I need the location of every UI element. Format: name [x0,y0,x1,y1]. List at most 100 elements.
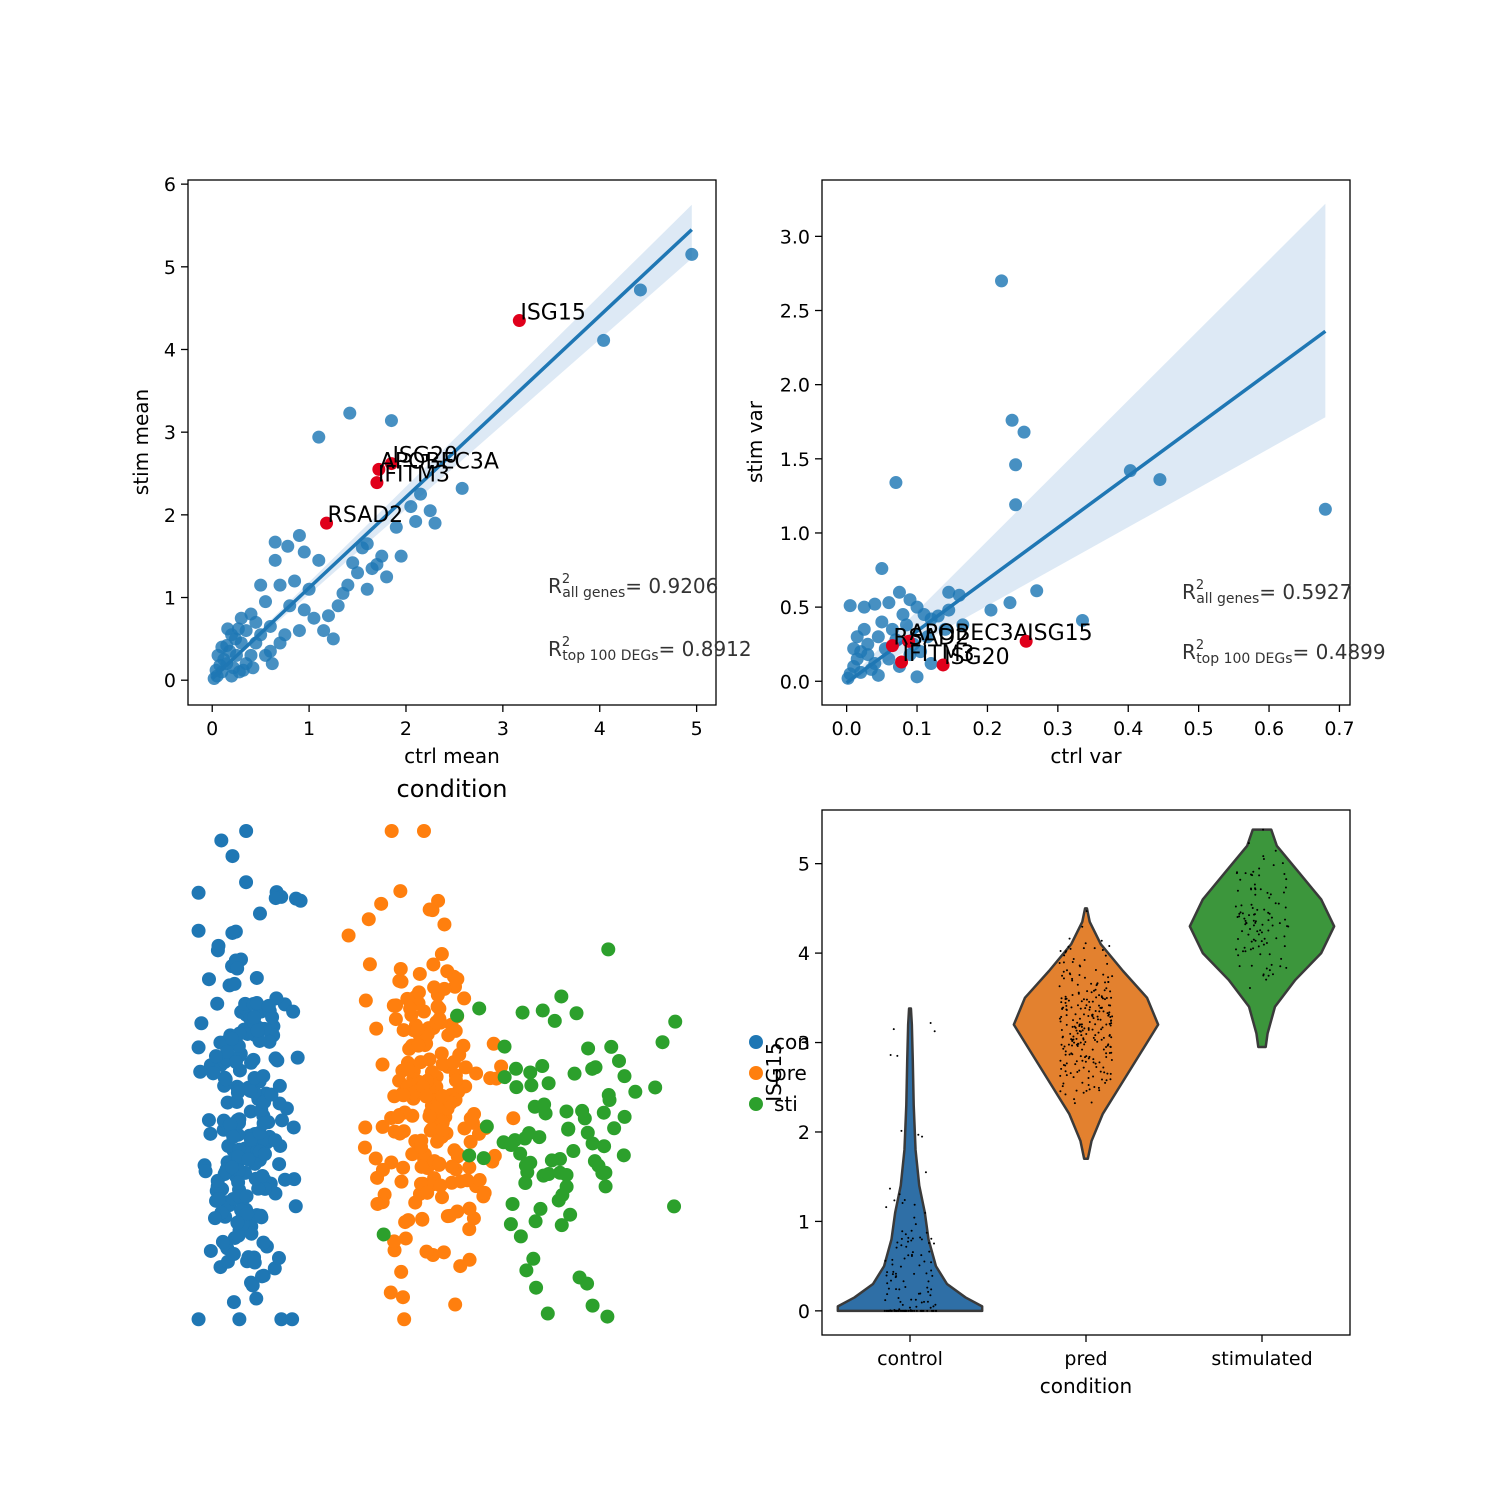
violin-point-control [934,1303,937,1306]
violin-point-pred [1098,1089,1101,1092]
violin-point-pred [1064,1050,1067,1053]
violin-xtick-label: control [877,1348,943,1370]
var-point [1030,584,1044,598]
embedding-point-control [230,1215,245,1230]
violin-point-pred [1097,1031,1100,1034]
violin-point-stimulated [1239,878,1242,881]
embedding-point-stimulated [597,1139,612,1154]
violin-point-pred [1091,1028,1094,1031]
violin-point-pred [1092,1036,1095,1039]
violin-point-stimulated [1256,930,1259,933]
embedding-point-control [208,1049,223,1064]
mean-point [394,549,408,563]
embedding-point-stimulated [604,1039,619,1054]
violin-point-pred [1110,1022,1113,1025]
embedding-point-stimulated [472,1001,487,1016]
embedding-point-pred [441,1028,456,1043]
var-point [984,603,998,617]
violin-point-stimulated [1238,915,1241,918]
embedding-point-control [239,824,254,838]
violin-point-stimulated [1248,987,1251,990]
violin-point-stimulated [1257,945,1260,948]
embedding-point-pred [368,1151,383,1166]
violin-point-pred [1080,1034,1083,1037]
violin-point-stimulated [1259,888,1262,891]
embedding-point-pred [392,973,407,988]
embedding-point-control [226,1295,241,1310]
violin-point-control [900,1237,903,1240]
embedding-point-pred [394,1174,409,1189]
embedding-point-control [268,1051,283,1066]
violin-point-stimulated [1250,964,1253,967]
embedding-point-pred [394,1264,409,1279]
embedding-point-control [286,1120,301,1135]
violin-point-control [917,1133,920,1136]
embedding-point-control [252,906,267,921]
var-highlight-point [895,655,909,669]
violin-point-pred [1098,1010,1101,1013]
violin-point-pred [1102,1066,1105,1069]
embedding-point-stimulated [518,1158,533,1173]
violin-point-pred [1058,1017,1061,1020]
embedding-point-control [194,1016,209,1031]
violin-point-pred [1105,1052,1108,1055]
violin-point-control [919,1236,922,1239]
violin-point-pred [1082,1091,1085,1094]
violin-point-stimulated [1262,857,1265,860]
violin-point-stimulated [1244,872,1247,875]
violin-point-control [887,1287,890,1290]
violin-point-pred [1100,1006,1103,1009]
violin-point-stimulated [1258,867,1261,870]
embedding-point-control [256,1116,271,1131]
violin-point-pred [1065,950,1068,953]
embedding-point-pred [374,896,389,911]
violin-point-pred [1105,1079,1108,1082]
embedding-point-control [288,1199,303,1214]
violin-point-pred [1102,1048,1105,1051]
violin-point-pred [1104,954,1107,957]
violin-point-pred [1072,1038,1075,1041]
violin-point-pred [1100,1078,1103,1081]
violin-control [836,1007,984,1313]
violin-point-pred [1071,960,1074,963]
violin-point-stimulated [1250,903,1253,906]
violin-point-control [930,1261,933,1264]
embedding-point-stimulated [600,1309,615,1324]
violin-point-stimulated [1265,942,1268,945]
mean-point [370,557,384,571]
embedding-point-control [218,1072,233,1087]
mean-point [380,570,394,584]
var-highlight-point [1019,634,1033,648]
violin-point-pred [1092,1058,1095,1061]
embedding-point-control [277,1172,292,1187]
violin-point-pred [1076,1044,1079,1047]
violin-ytick-label: 3 [798,1033,810,1055]
var-point [1005,413,1019,427]
violin-point-stimulated [1240,904,1243,907]
embedding-point-control [211,1191,226,1206]
legend-marker-control [749,1035,763,1049]
violin-point-stimulated [1271,924,1274,927]
violin-point-control [913,1203,916,1206]
embedding-point-stimulated [504,1137,519,1152]
embedding-point-control [210,996,225,1011]
embedding-point-pred [361,912,376,927]
embedding-point-pred [398,1215,413,1230]
violin-point-pred [1077,1042,1080,1045]
violin-point-pred [1069,1032,1072,1035]
violin-point-stimulated [1280,957,1283,960]
violin-point-pred [1082,998,1085,1001]
violin-point-control [905,1245,908,1248]
violin-point-control [918,1264,921,1267]
violin-point-pred [1061,974,1064,977]
violin-point-pred [1105,996,1108,999]
violin-point-control [910,1298,913,1301]
violin-point-pred [1063,1045,1066,1048]
violin-point-control [898,1308,901,1311]
embedding-point-stimulated [559,1167,574,1182]
embedding-point-pred [453,1174,468,1189]
embedding-point-pred [426,957,441,972]
embedding-point-pred [390,1110,405,1125]
embedding-point-pred [419,1089,434,1104]
violin-point-control [910,1239,913,1242]
